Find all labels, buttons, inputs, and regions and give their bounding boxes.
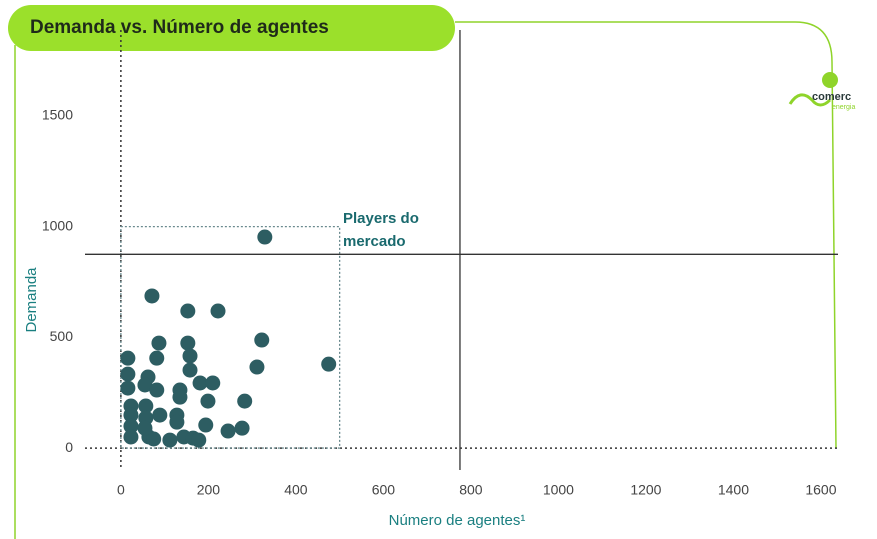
scatter-point: [120, 350, 136, 366]
scatter-point: [321, 356, 337, 372]
scatter-point: [151, 335, 167, 351]
x-tick-label: 1400: [718, 482, 749, 498]
scatter-point: [172, 389, 188, 405]
scatter-point: [123, 429, 139, 445]
scatter-point: [237, 393, 253, 409]
scatter-point: [180, 335, 196, 351]
scatter-point: [210, 303, 226, 319]
scatter-point: [191, 432, 207, 448]
x-tick-label: 0: [117, 482, 125, 498]
scatter-point: [198, 417, 214, 433]
y-tick-label: 500: [50, 328, 74, 344]
scatter-point: [220, 423, 236, 439]
highlight-box: [120, 225, 341, 449]
y-tick-label: 0: [65, 439, 73, 455]
y-tick-label: 1500: [42, 107, 73, 123]
scatter-point: [120, 380, 136, 396]
annotation: Players do: [343, 210, 419, 227]
scatter-point: [152, 407, 168, 423]
scatter-point: [254, 332, 270, 348]
frame-line: [455, 21, 837, 449]
logo-subtitle: energia: [832, 104, 855, 111]
scatter-point: [137, 377, 153, 393]
scatter-point: [137, 420, 153, 436]
x-tick-label: 600: [372, 482, 396, 498]
x-tick-label: 200: [197, 482, 221, 498]
logo-name: comerc: [812, 91, 851, 103]
x-tick-label: 1200: [630, 482, 661, 498]
scatter-point: [144, 288, 160, 304]
scatter-point: [120, 366, 136, 382]
x-axis-title: Número de agentes¹: [389, 512, 526, 529]
x-tick-label: 1000: [543, 482, 574, 498]
x-tick-label: 400: [284, 482, 308, 498]
scatter-point: [149, 350, 165, 366]
chart-title: Demanda vs. Número de agentes: [30, 17, 329, 38]
logo-swoosh: [788, 93, 832, 107]
annotation: mercado: [343, 233, 406, 250]
x-tick-label: 1600: [805, 482, 836, 498]
scatter-point: [138, 398, 154, 414]
scatter-point: [162, 432, 178, 448]
scatter-point: [234, 420, 250, 436]
scatter-point: [146, 431, 162, 447]
logo-dot: [822, 72, 838, 88]
title-banner: [8, 5, 455, 51]
x-tick-label: 800: [459, 482, 483, 498]
scatter-point: [205, 375, 221, 391]
scatter-point: [192, 375, 208, 391]
scatter-point: [257, 229, 273, 245]
scatter-point: [180, 303, 196, 319]
scatter-point: [169, 414, 185, 430]
y-tick-label: 1000: [42, 217, 73, 233]
scatter-point: [149, 382, 165, 398]
scatter-point: [123, 407, 139, 423]
scatter-point: [182, 348, 198, 364]
scatter-point: [123, 418, 139, 434]
scatter-point: [200, 393, 216, 409]
scatter-point: [182, 362, 198, 378]
y-axis-title: Demanda: [23, 267, 40, 333]
scatter-point: [249, 359, 265, 375]
